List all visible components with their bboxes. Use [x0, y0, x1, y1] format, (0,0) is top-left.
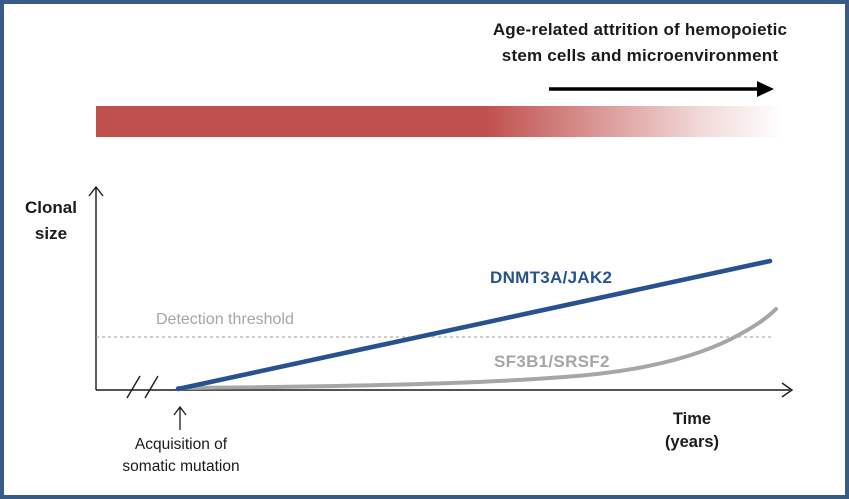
- y-axis-label: Clonal size: [18, 195, 84, 247]
- series-label-sf3b1-srsf2: SF3B1/SRSF2: [494, 352, 610, 371]
- series-dnmt3a-jak2-line: [175, 258, 773, 392]
- acquisition-annotation-line1: Acquisition of: [134, 436, 228, 453]
- right-arrow-icon: [549, 81, 774, 97]
- figure-title-line1: Age-related attrition of hemopoietic: [492, 20, 788, 39]
- acquisition-arrow-icon: [173, 405, 187, 430]
- figure-title-line2: stem cells and microenvironment: [501, 46, 779, 65]
- x-axis-label-line1: Time: [672, 410, 712, 428]
- x-axis-label-line2: (years): [664, 433, 720, 451]
- acquisition-annotation-line2: somatic mutation: [122, 458, 240, 475]
- axis-break-icon: [126, 375, 159, 399]
- x-axis-label: Time (years): [637, 408, 747, 454]
- y-axis-label-line2: size: [34, 224, 68, 243]
- series-label-dnmt3a-jak2: DNMT3A/JAK2: [490, 268, 613, 287]
- detection-threshold-label: Detection threshold: [156, 311, 294, 328]
- figure-title: Age-related attrition of hemopoietic ste…: [464, 17, 816, 69]
- x-axis: [96, 375, 794, 399]
- age-gradient-bar: [96, 106, 791, 137]
- chart-canvas: [88, 81, 794, 430]
- series-sf3b1-srsf2-curve: [176, 307, 778, 390]
- y-axis: [88, 185, 104, 390]
- acquisition-annotation: Acquisition of somatic mutation: [97, 434, 265, 478]
- y-axis-label-line1: Clonal: [25, 198, 77, 217]
